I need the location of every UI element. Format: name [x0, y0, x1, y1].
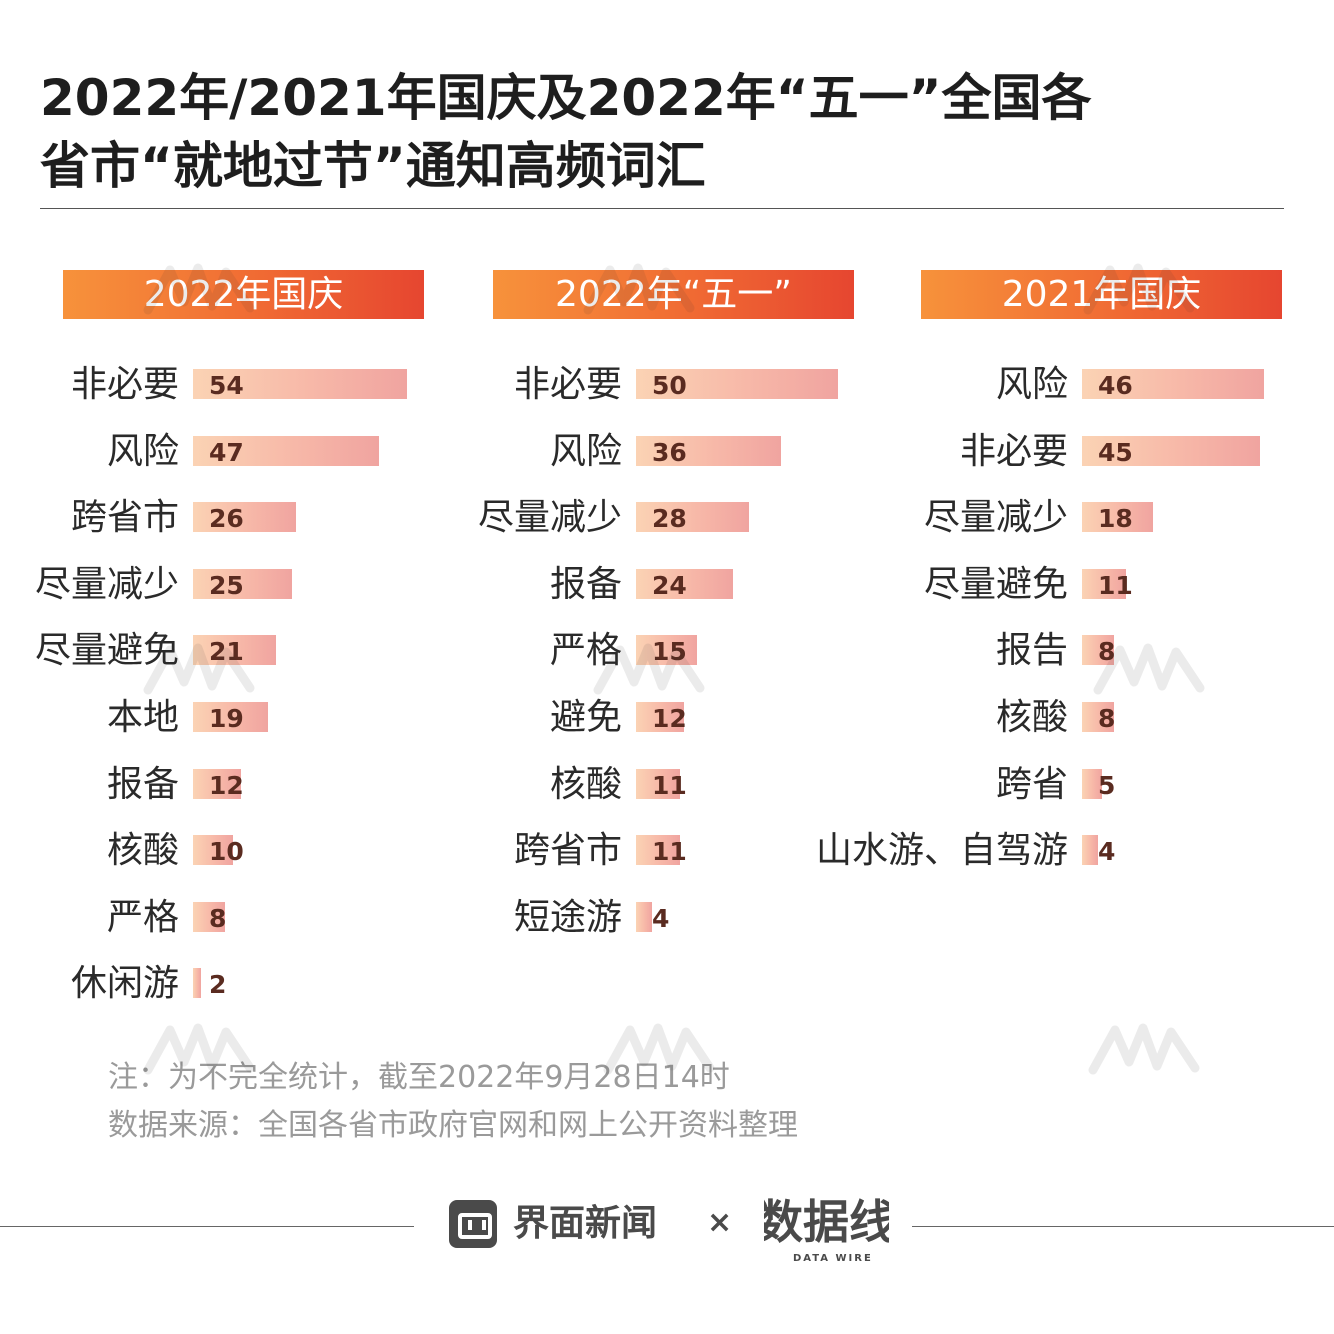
bar-value-label: 8	[1098, 637, 1116, 667]
datawire-logo-text: 数据线	[764, 1195, 889, 1249]
bar-category-label: 非必要	[70, 364, 179, 405]
bar-value-label: 15	[652, 637, 687, 667]
jiemian-brand-text: 界面新闻	[513, 1203, 658, 1244]
bar-value-label: 28	[652, 504, 687, 534]
chart-title-line-1: 2022年/2021年国庆及2022年“五一”全国各	[40, 69, 1092, 127]
bar	[193, 502, 297, 533]
bar-value-label: 8	[1098, 704, 1116, 733]
footnote: 注：为不完全统计，截至2022年9月28日14时	[108, 1060, 730, 1095]
bar-value-label: 19	[209, 704, 244, 733]
bar-category-label: 报备	[106, 763, 179, 805]
bar-value-label: 18	[1098, 504, 1133, 534]
bar	[636, 901, 653, 932]
bar-value-label: 54	[209, 371, 244, 400]
bar	[636, 568, 733, 599]
bar-category-label: 尽量减少	[477, 497, 622, 539]
footer-divider-right	[912, 1226, 1334, 1227]
bar-value-label: 8	[209, 903, 227, 933]
panel-header: 2022年国庆	[63, 270, 424, 319]
bar-category-label: 严格	[549, 630, 622, 672]
bar-category-label: 跨省	[995, 763, 1068, 805]
bar-value-label: 2	[209, 970, 227, 1000]
bar-value-label: 12	[209, 770, 244, 800]
bar-value-label: 46	[1098, 371, 1133, 400]
bar-value-label: 45	[1098, 437, 1133, 467]
bar-category-label: 尽量避免	[34, 630, 179, 672]
bar-category-label: 避免	[549, 697, 622, 738]
bar	[193, 369, 407, 399]
bar-value-label: 26	[209, 504, 244, 534]
bar	[636, 502, 750, 533]
bar-value-label: 4	[1098, 837, 1116, 867]
chart-title: 2022年/2021年国庆及2022年“五一”全国各 省市“就地过节”通知高频词…	[40, 64, 1280, 200]
bar	[193, 702, 269, 732]
bar-value-label: 21	[209, 637, 244, 667]
bar-category-label: 核酸	[549, 763, 622, 805]
bar-category-label: 风险	[106, 430, 179, 472]
bar-value-label: 10	[209, 837, 244, 867]
bar	[1082, 369, 1264, 399]
watermark-logo	[1088, 1023, 1200, 1075]
jiemian-logo-icon	[449, 1200, 497, 1248]
bar-value-label: 36	[652, 437, 687, 467]
bar	[193, 768, 241, 799]
bar-category-label: 风险	[549, 430, 622, 472]
bar-category-label: 尽量减少	[923, 497, 1068, 539]
bar-category-label: 风险	[995, 364, 1068, 405]
datawire-subtitle: DATA WIRE	[793, 1253, 873, 1264]
bar	[636, 435, 782, 466]
chart-title-line-2: 省市“就地过节”通知高频词汇	[40, 137, 706, 195]
bar	[193, 968, 201, 999]
panel-header: 2021年国庆	[921, 270, 1282, 319]
bar-value-label: 24	[652, 570, 687, 600]
bar-category-label: 休闲游	[70, 963, 179, 1005]
bar-category-label: 山水游、自驾游	[815, 830, 1068, 872]
bar-category-label: 报备	[549, 563, 622, 605]
bar-value-label: 11	[1098, 570, 1133, 600]
bar	[636, 702, 685, 732]
bar	[1082, 768, 1102, 799]
bar-value-label: 5	[1098, 770, 1116, 800]
bar	[1082, 502, 1154, 533]
footer-divider-left	[0, 1226, 414, 1227]
bar-category-label: 尽量减少	[34, 563, 179, 605]
bar-category-label: 报告	[995, 630, 1068, 672]
bar-category-label: 非必要	[959, 430, 1068, 472]
bar	[193, 435, 380, 466]
bar-category-label: 短途游	[513, 896, 622, 938]
bar	[636, 635, 697, 666]
bar-category-label: 严格	[106, 896, 179, 938]
bar-value-label: 11	[652, 837, 687, 867]
bar-value-label: 12	[652, 704, 687, 733]
bar-category-label: 尽量避免	[923, 563, 1068, 605]
times-sign: ×	[707, 1205, 733, 1240]
bar	[636, 768, 681, 799]
title-divider	[40, 208, 1284, 209]
datawire-logo: 数据线	[764, 1195, 889, 1249]
bar	[193, 635, 277, 666]
bar-value-label: 4	[652, 903, 670, 933]
bar	[1082, 702, 1114, 732]
bar-value-label: 50	[652, 371, 687, 400]
bar-category-label: 跨省市	[70, 497, 179, 539]
bar	[636, 369, 838, 399]
bar-category-label: 核酸	[106, 830, 179, 872]
bar-category-label: 核酸	[995, 697, 1068, 738]
bar	[1082, 835, 1098, 866]
bar	[1082, 435, 1261, 466]
bar	[1082, 635, 1114, 666]
bar	[193, 568, 293, 599]
bar-category-label: 跨省市	[513, 830, 622, 872]
bar	[1082, 568, 1126, 599]
bar-value-label: 11	[652, 770, 687, 800]
bar-category-label: 非必要	[513, 364, 622, 405]
bar	[193, 901, 225, 932]
bar	[636, 835, 681, 866]
bar-category-label: 本地	[106, 697, 179, 738]
bar-value-label: 25	[209, 570, 244, 600]
bar-value-label: 47	[209, 437, 244, 467]
bar	[193, 835, 233, 866]
data-source-note: 数据来源：全国各省市政府官网和网上公开资料整理	[108, 1108, 798, 1143]
panel-header: 2022年“五一”	[493, 270, 854, 319]
